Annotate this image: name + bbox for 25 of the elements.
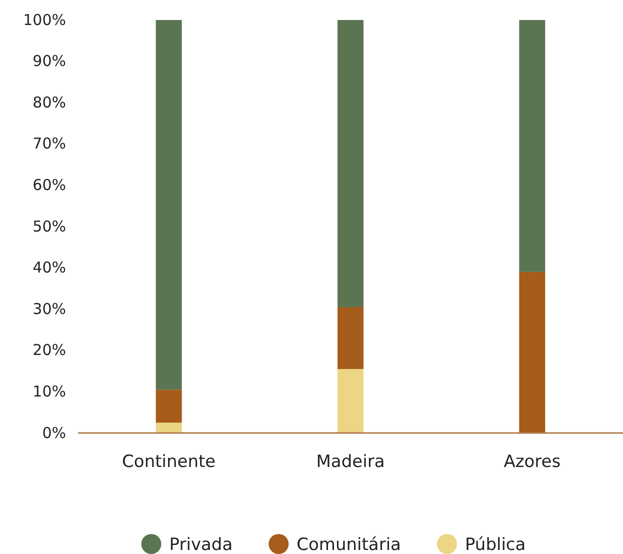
bar [156,20,182,390]
y-tick-label: 50% [32,217,66,236]
y-tick-label: 60% [32,176,66,194]
y-tick-label: 90% [32,52,66,70]
y-tick-label: 40% [32,258,66,277]
bar [338,307,364,369]
bar [519,20,546,272]
y-tick-label: 80% [32,93,66,112]
x-tick-label: Continente [122,452,216,472]
legend-label: Pública [464,535,526,554]
legend-label: Privada [169,535,233,554]
bar [519,272,546,433]
bar [338,20,364,308]
y-tick-label: 100% [23,10,66,29]
y-tick-label: 20% [32,341,66,360]
bar [156,390,182,423]
bar [338,368,364,433]
y-tick-label: 70% [32,134,66,153]
bar [156,422,182,433]
legend-label: Comunitária [296,535,401,554]
y-tick-label: 0% [42,424,66,442]
y-tick-label: 10% [32,382,66,400]
x-tick-label: Azores [504,452,561,472]
y-tick-label: 30% [32,300,66,318]
x-tick-label: Madeira [316,452,385,472]
